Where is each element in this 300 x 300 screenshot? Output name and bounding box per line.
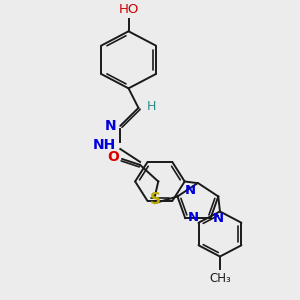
Text: H: H bbox=[147, 100, 156, 113]
Text: N: N bbox=[188, 211, 199, 224]
Text: CH₃: CH₃ bbox=[209, 272, 231, 285]
Text: N: N bbox=[185, 184, 196, 197]
Text: N: N bbox=[213, 212, 224, 225]
Text: O: O bbox=[107, 150, 119, 164]
Text: HO: HO bbox=[118, 3, 139, 16]
Text: NH: NH bbox=[93, 138, 116, 152]
Text: N: N bbox=[105, 119, 116, 133]
Text: S: S bbox=[149, 192, 161, 207]
